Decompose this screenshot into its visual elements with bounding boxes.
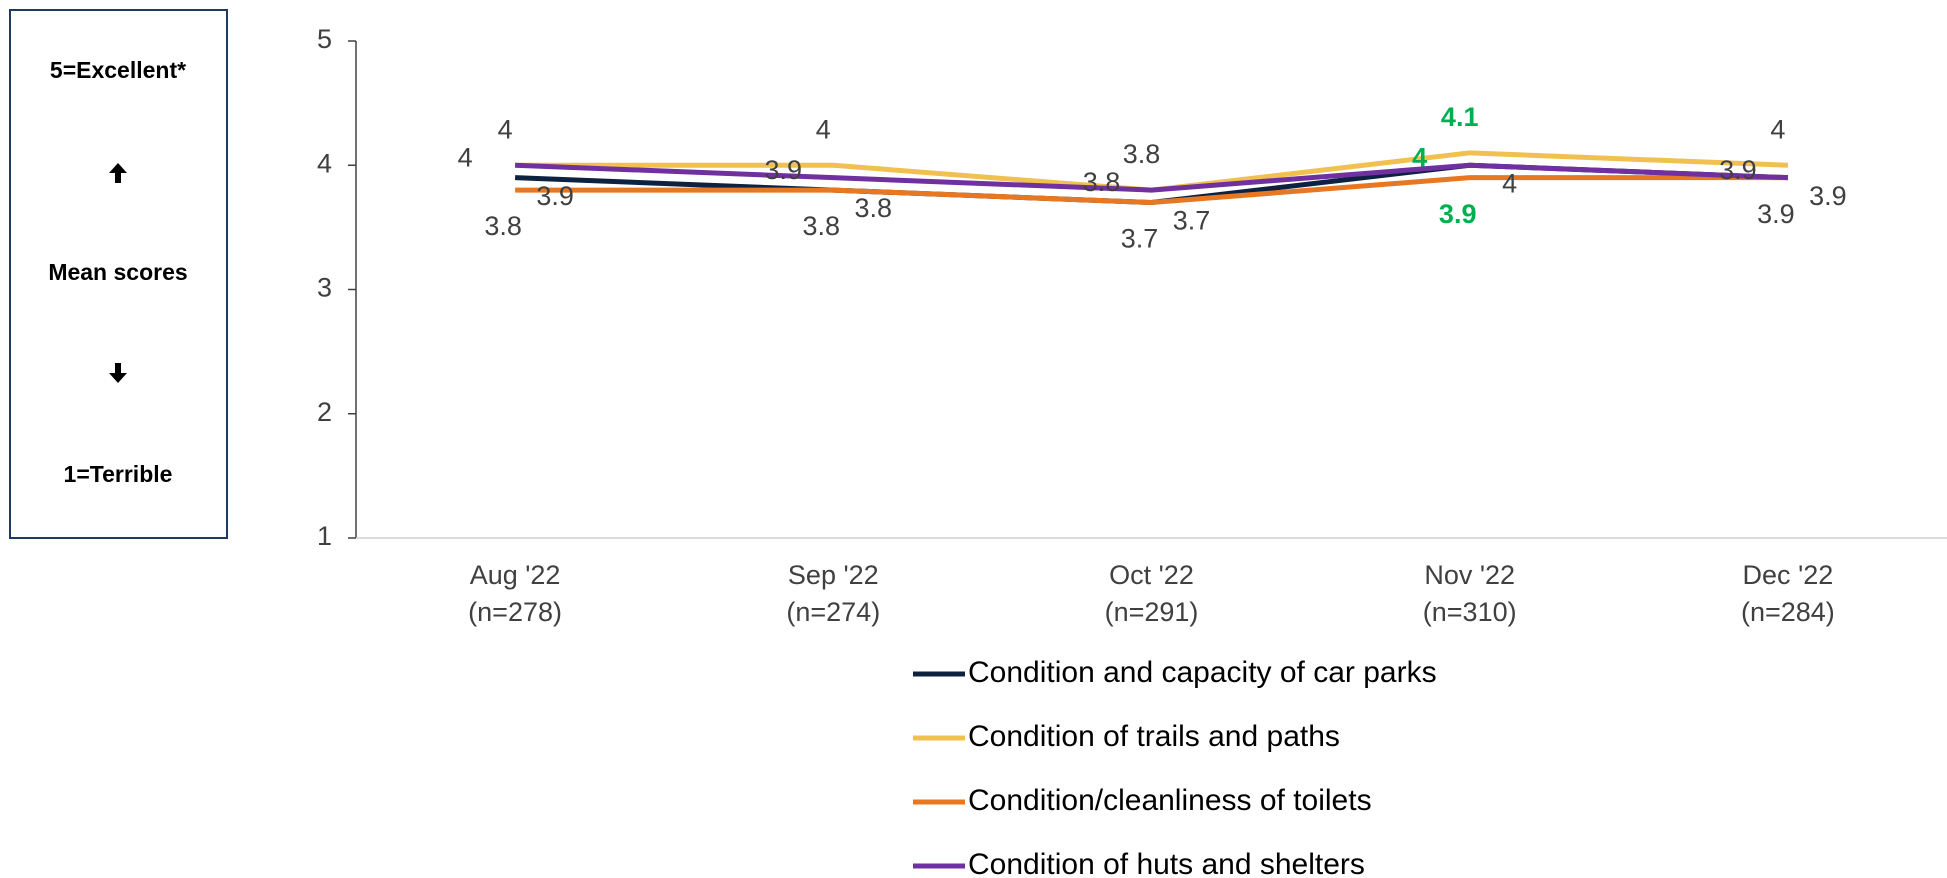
data-label: 4 bbox=[1770, 114, 1785, 144]
y-tick-label: 3 bbox=[317, 273, 332, 303]
data-label: 3.8 bbox=[1123, 139, 1161, 169]
sample-size: (n=278) bbox=[468, 597, 562, 627]
data-label: 3.7 bbox=[1173, 206, 1211, 236]
data-label: 3.7 bbox=[1121, 224, 1159, 254]
data-label: 3.9 bbox=[1439, 199, 1477, 229]
scale-bottom: 1=Terrible bbox=[64, 461, 173, 487]
y-tick-label: 5 bbox=[317, 24, 332, 54]
scale-top: 5=Excellent* bbox=[50, 57, 186, 83]
data-label: 3.8 bbox=[484, 211, 522, 241]
x-tick-label: Aug '22 bbox=[470, 560, 561, 590]
y-tick-label: 1 bbox=[317, 521, 332, 551]
data-label: 3.8 bbox=[1083, 167, 1121, 197]
x-tick-label: Sep '22 bbox=[788, 560, 879, 590]
sample-size: (n=284) bbox=[1741, 597, 1835, 627]
y-tick-label: 2 bbox=[317, 397, 332, 427]
data-label: 4.1 bbox=[1441, 102, 1479, 132]
arrow-down bbox=[109, 363, 127, 383]
data-label: 3.8 bbox=[855, 193, 893, 223]
data-label: 4 bbox=[1502, 168, 1517, 198]
legend-label: Condition of huts and shelters bbox=[968, 848, 1365, 878]
legend-label: Condition of trails and paths bbox=[968, 720, 1340, 753]
data-label: 3.9 bbox=[1809, 181, 1847, 211]
arrow-up bbox=[109, 163, 127, 183]
x-tick-label: Nov '22 bbox=[1424, 560, 1515, 590]
data-label: 3.9 bbox=[1719, 155, 1757, 185]
data-label: 4 bbox=[498, 114, 513, 144]
x-tick-label: Dec '22 bbox=[1743, 560, 1834, 590]
series-line bbox=[515, 175, 1788, 206]
sample-size: (n=310) bbox=[1423, 597, 1517, 627]
legend-label: Condition and capacity of car parks bbox=[968, 656, 1437, 689]
y-tick-label: 4 bbox=[317, 148, 332, 178]
data-label: 3.9 bbox=[1757, 199, 1795, 229]
sample-size: (n=274) bbox=[786, 597, 880, 627]
scale-box bbox=[9, 9, 228, 539]
scale-middle: Mean scores bbox=[48, 259, 187, 285]
legend-label: Condition/cleanliness of toilets bbox=[968, 784, 1372, 817]
series-line bbox=[515, 162, 1788, 193]
data-label: 4 bbox=[1412, 142, 1427, 172]
data-label: 3.8 bbox=[803, 211, 841, 241]
data-label: 3.9 bbox=[765, 155, 803, 185]
data-label: 4 bbox=[816, 114, 831, 144]
sample-size: (n=291) bbox=[1105, 597, 1199, 627]
data-label: 3.9 bbox=[536, 181, 574, 211]
data-label: 4 bbox=[458, 142, 473, 172]
x-tick-label: Oct '22 bbox=[1109, 560, 1194, 590]
